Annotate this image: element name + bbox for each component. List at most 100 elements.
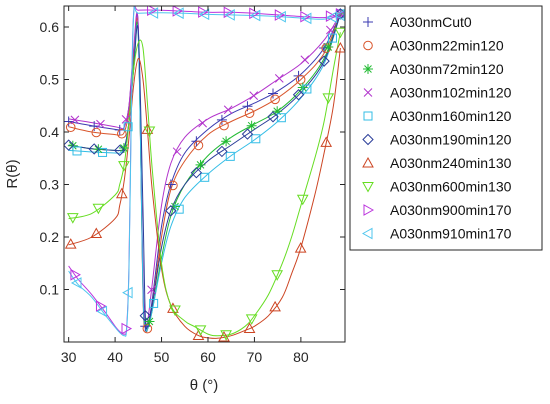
series-marker-4	[72, 146, 82, 156]
series-marker-3	[172, 147, 182, 157]
legend-label: A030nm240min130	[390, 155, 512, 171]
series-marker-4	[149, 298, 159, 308]
series-marker-4	[174, 204, 184, 214]
series-marker-2	[144, 316, 155, 327]
series-marker-9	[147, 7, 159, 19]
series-marker-4	[123, 122, 133, 132]
legend-marker-3	[363, 88, 373, 97]
series-marker-9	[96, 305, 108, 318]
series-marker-8	[172, 6, 184, 17]
series-marker-0	[89, 121, 100, 132]
series-marker-0	[140, 321, 151, 332]
series-marker-2	[195, 159, 206, 170]
series-marker-6	[243, 322, 256, 333]
series-marker-1	[168, 180, 178, 191]
x-axis-label: θ (°)	[190, 377, 219, 394]
series-marker-2	[246, 120, 257, 131]
y-tick-label: 0.2	[40, 229, 60, 245]
legend-label: A030nm22min120	[390, 38, 504, 54]
series-marker-8	[121, 322, 133, 335]
series-marker-9	[326, 11, 337, 24]
y-tick-label: 0.3	[40, 177, 60, 193]
x-tick-label: 70	[247, 349, 263, 365]
series-marker-5	[88, 143, 100, 155]
series-marker-9	[334, 9, 345, 22]
series-marker-6	[115, 187, 128, 199]
series-marker-6	[167, 302, 179, 313]
legend-marker-9	[361, 227, 373, 240]
x-tick-label: 50	[154, 349, 170, 365]
series-marker-0	[216, 114, 227, 125]
series-marker-3	[70, 115, 80, 125]
series-marker-1	[244, 108, 255, 119]
series-marker-1	[117, 128, 127, 139]
series-marker-4	[98, 147, 108, 157]
series-marker-5	[190, 166, 203, 179]
series-marker-7	[334, 27, 345, 39]
series-marker-8	[95, 300, 107, 312]
series-marker-7	[118, 161, 130, 172]
series-line-6	[68, 47, 341, 339]
series-marker-3	[121, 115, 131, 124]
series-marker-6	[334, 41, 345, 53]
legend-box	[349, 5, 543, 251]
series-line-7	[68, 32, 341, 337]
series-marker-1	[270, 94, 280, 105]
series-marker-5	[139, 310, 151, 322]
series-marker-2	[272, 106, 283, 117]
legend-label: A030nm102min120	[390, 85, 512, 101]
series-marker-5	[64, 139, 75, 151]
series-marker-5	[165, 205, 177, 217]
series-marker-8	[70, 268, 81, 281]
x-tick-label: 40	[107, 349, 123, 365]
series-marker-3	[223, 105, 233, 115]
series-marker-6	[141, 123, 154, 134]
series-line-3	[68, 11, 341, 327]
legend-marker-2	[363, 64, 373, 74]
series-marker-8	[147, 6, 158, 17]
series-marker-8	[198, 6, 209, 18]
series-marker-7	[296, 194, 309, 206]
plot-frame	[63, 5, 346, 343]
series-marker-9	[70, 277, 82, 289]
x-axis-ticks: 30 40 50 60 70 80	[61, 6, 309, 365]
series-marker-3	[249, 91, 259, 100]
series-marker-3	[300, 55, 310, 65]
series-marker-4	[302, 84, 312, 94]
series-marker-6	[218, 331, 230, 342]
series-marker-9	[224, 9, 235, 21]
series-marker-5	[334, 8, 345, 20]
legend-marker-7	[362, 182, 374, 193]
series-marker-2	[221, 136, 232, 147]
legend-label: A030nm190min120	[390, 132, 512, 148]
series-marker-7	[322, 93, 335, 104]
series-marker-0	[64, 116, 74, 127]
series-marker-7	[143, 126, 156, 137]
series-marker-3	[147, 285, 156, 295]
x-tick-label: 60	[200, 349, 216, 365]
x-tick-label: 80	[293, 349, 309, 365]
series-marker-1	[65, 122, 76, 133]
legend-label: A030nm900min170	[390, 202, 512, 218]
series-marker-5	[318, 55, 330, 67]
legend: A030nmCut0 A030nm22min120 A030nm72min120 A0…	[349, 5, 543, 251]
series-marker-7	[220, 330, 232, 341]
y-axis-ticks: 0.1 0.2 0.3 0.4 0.5 0.6	[40, 19, 345, 298]
series-marker-5	[216, 145, 228, 158]
series-marker-5	[241, 128, 254, 140]
series-marker-6	[269, 300, 281, 312]
legend-marker-1	[363, 40, 373, 51]
series-marker-4	[327, 33, 337, 43]
y-tick-label: 0.4	[40, 124, 60, 140]
series-marker-3	[96, 119, 105, 129]
series-marker-2	[323, 42, 334, 53]
legend-marker-4	[363, 111, 373, 121]
series-marker-1	[91, 127, 102, 138]
legend-marker-0	[363, 17, 373, 27]
series-marker-9	[275, 10, 286, 23]
series-marker-3	[326, 25, 335, 35]
series-marker-1	[193, 140, 204, 151]
series-marker-8	[223, 6, 235, 19]
series-marker-9	[173, 7, 184, 20]
